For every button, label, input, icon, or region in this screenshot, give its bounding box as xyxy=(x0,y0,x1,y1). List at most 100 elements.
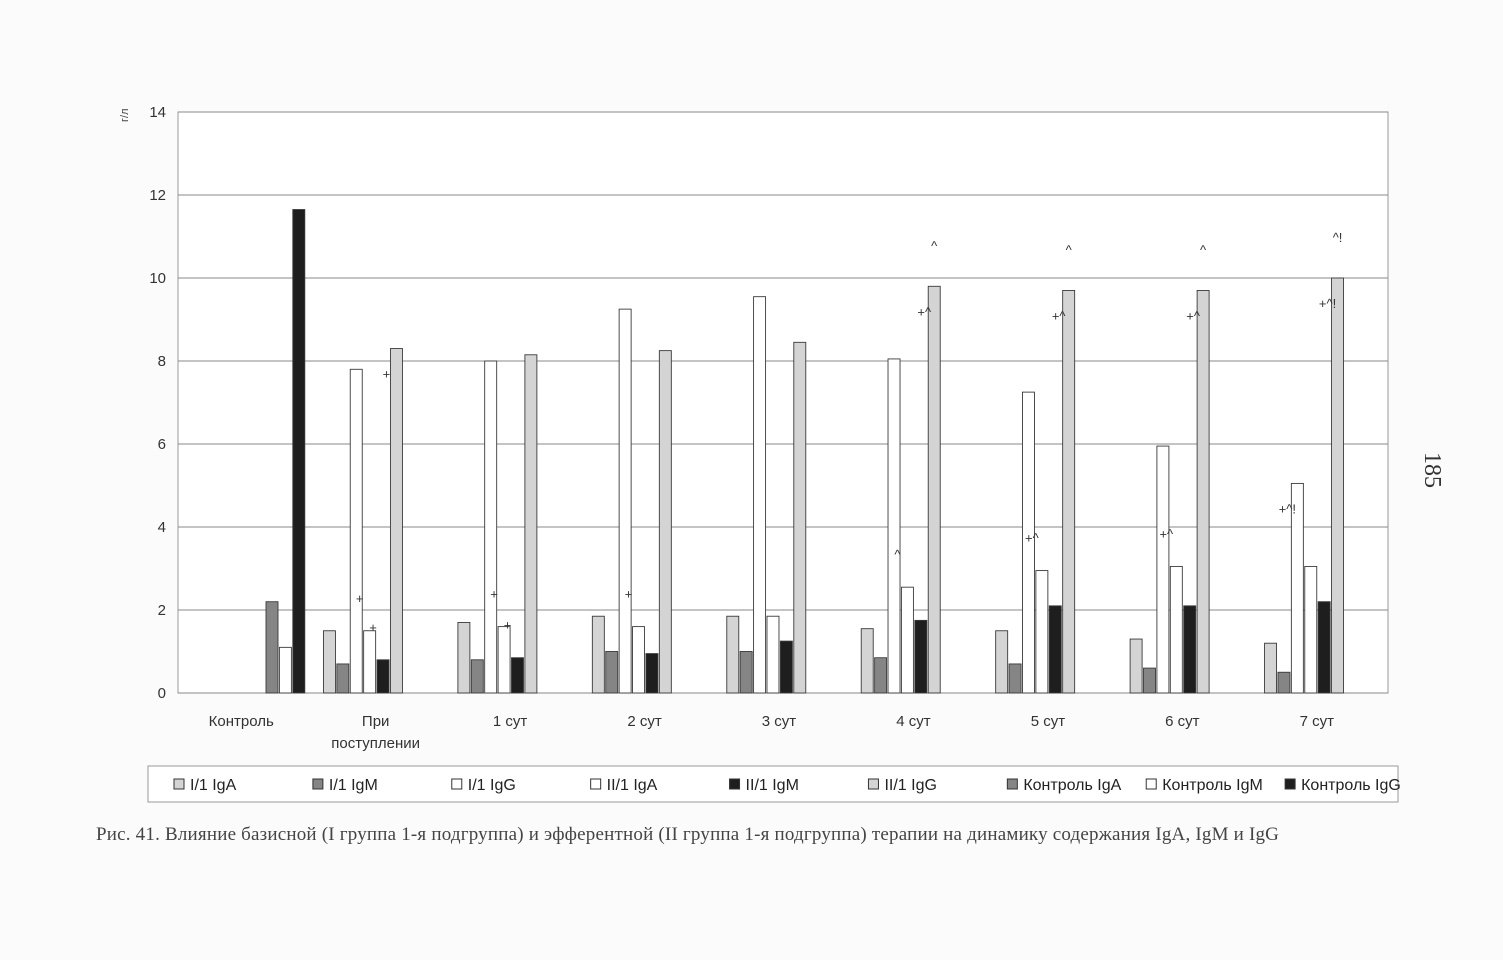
significance-marker: +^ xyxy=(917,304,932,319)
bar-1-5 xyxy=(389,348,403,694)
significance-marker: + xyxy=(383,367,391,382)
x-category-label: 4 сут xyxy=(896,713,931,730)
legend-entry: II/1 IgM xyxy=(746,777,799,794)
bar-8-4 xyxy=(1317,601,1331,694)
x-category-label: 3 сут xyxy=(762,713,797,730)
significance-marker: + xyxy=(504,618,512,633)
bar-8-5 xyxy=(1331,277,1345,694)
significance-marker: +^! xyxy=(1319,296,1336,311)
legend-entry: II/1 IgG xyxy=(884,777,936,794)
y-tick-label: 8 xyxy=(158,353,166,370)
bar-5-0 xyxy=(860,628,874,694)
legend-entry: I/1 IgG xyxy=(468,777,516,794)
bar-8-0 xyxy=(1264,642,1278,694)
legend-entry: I/1 IgA xyxy=(190,777,237,794)
significance-marker: ^ xyxy=(1200,242,1207,257)
plot-area xyxy=(177,111,1389,694)
bar-7-4 xyxy=(1183,605,1197,694)
significance-marker: + xyxy=(490,587,498,602)
x-category-label: 6 сут xyxy=(1165,713,1200,730)
significance-marker: +^ xyxy=(1159,526,1174,541)
bar-0-6 xyxy=(265,601,279,694)
y-unit-label: г/л xyxy=(119,109,131,123)
bar-6-1 xyxy=(1008,663,1022,694)
legend-entry: I/1 IgM xyxy=(329,777,378,794)
bar-3-5 xyxy=(658,350,672,694)
y-tick-label: 14 xyxy=(149,104,166,121)
legend-swatch xyxy=(451,778,463,790)
bar-2-5 xyxy=(524,354,538,694)
bar-2-0 xyxy=(457,622,471,694)
legend-swatch xyxy=(729,778,741,790)
bar-4-0 xyxy=(726,615,740,694)
bar-7-0 xyxy=(1129,638,1143,694)
bar-5-4 xyxy=(914,619,928,694)
x-category-label: 7 сут xyxy=(1300,713,1335,730)
bar-4-1 xyxy=(739,651,753,694)
x-category-label-line2: поступлении xyxy=(331,735,420,752)
bar-2-1 xyxy=(470,659,484,694)
significance-marker: + xyxy=(356,591,364,606)
bar-4-3 xyxy=(766,615,780,694)
bar-7-1 xyxy=(1143,667,1156,694)
bar-7-2 xyxy=(1156,445,1170,694)
bar-8-2 xyxy=(1290,482,1304,694)
legend-swatch xyxy=(590,778,602,790)
legend-swatch xyxy=(1145,778,1157,790)
legend-box xyxy=(147,765,1399,803)
bar-0-7 xyxy=(278,646,292,694)
significance-marker: +^! xyxy=(1279,501,1296,516)
bar-1-4 xyxy=(376,659,390,694)
legend-entry: Контроль IgM xyxy=(1162,777,1263,794)
bar-0-8 xyxy=(292,209,306,694)
legend-swatch xyxy=(867,778,879,790)
bar-8-3 xyxy=(1304,565,1318,694)
legend-swatch xyxy=(1284,778,1296,790)
significance-marker: +^ xyxy=(1025,531,1040,546)
bar-7-3 xyxy=(1169,565,1183,694)
bar-5-3 xyxy=(900,586,914,694)
significance-marker: + xyxy=(625,587,633,602)
bar-1-0 xyxy=(322,630,336,694)
significance-marker: ^! xyxy=(1333,230,1343,245)
legend-entry: Контроль IgA xyxy=(1023,777,1121,794)
bar-3-1 xyxy=(605,651,619,694)
bar-5-1 xyxy=(874,657,888,694)
legend-swatch xyxy=(1006,778,1018,790)
bar-6-2 xyxy=(1022,391,1035,694)
bar-2-3 xyxy=(497,626,511,694)
y-tick-label: 6 xyxy=(158,436,166,453)
legend-entry: II/1 IgA xyxy=(607,777,658,794)
bar-5-5 xyxy=(927,285,941,694)
bar-1-1 xyxy=(336,663,350,694)
y-tick-label: 12 xyxy=(149,187,166,204)
bar-4-4 xyxy=(779,640,793,694)
page-number: 185 xyxy=(1419,452,1445,488)
bar-1-2 xyxy=(349,368,363,694)
x-category-label: При xyxy=(362,713,390,730)
bar-4-2 xyxy=(753,296,767,694)
legend-swatch xyxy=(173,778,185,790)
significance-marker: ^ xyxy=(894,547,901,562)
legend-swatch xyxy=(312,778,324,790)
bar-3-4 xyxy=(645,653,659,694)
bar-3-0 xyxy=(591,615,605,694)
bar-5-2 xyxy=(887,358,901,694)
bar-8-1 xyxy=(1277,671,1291,694)
bar-6-3 xyxy=(1035,570,1049,694)
bar-6-5 xyxy=(1062,290,1076,694)
bar-2-2 xyxy=(484,360,498,694)
bar-4-5 xyxy=(793,341,807,694)
legend-entry: Контроль IgG xyxy=(1301,777,1401,794)
x-category-label: 2 сут xyxy=(627,713,662,730)
bar-3-2 xyxy=(618,308,632,694)
bar-2-4 xyxy=(511,657,524,694)
y-tick-label: 4 xyxy=(158,519,166,536)
significance-marker: ^ xyxy=(931,238,938,253)
significance-marker: + xyxy=(369,620,377,635)
significance-marker: ^ xyxy=(1066,242,1073,257)
significance-marker: +^ xyxy=(1052,308,1067,323)
bar-6-4 xyxy=(1048,605,1062,694)
bar-1-3 xyxy=(363,630,377,694)
